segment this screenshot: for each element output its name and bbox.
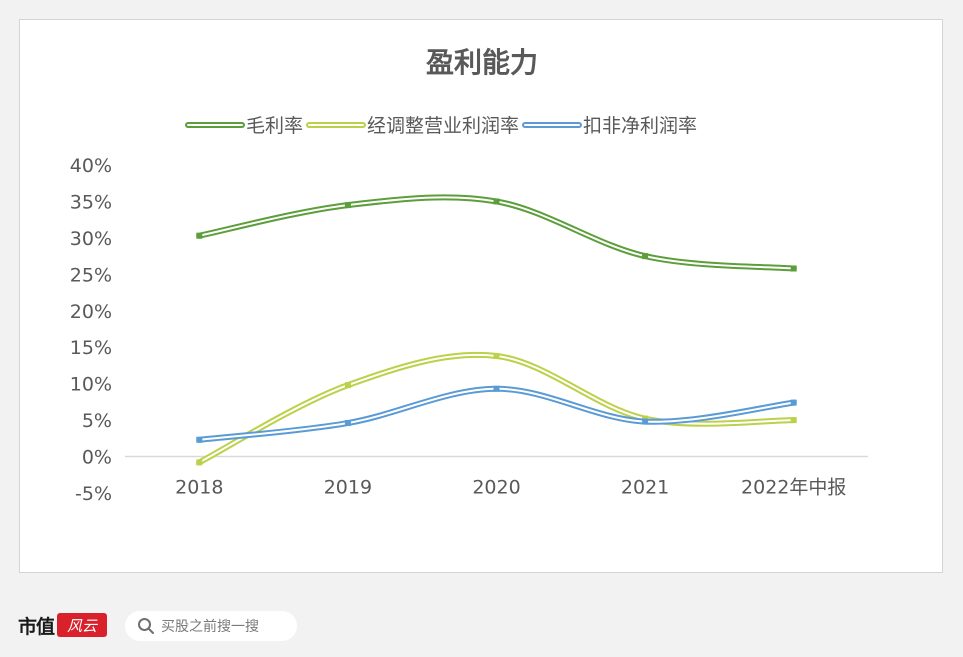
data-point — [493, 385, 500, 392]
legend-item-1: 经调整营业利润率 — [306, 115, 519, 137]
data-point — [790, 417, 797, 424]
brand-logo[interactable]: 市值 风云 — [18, 611, 108, 639]
data-point — [790, 399, 797, 406]
series-line-inner — [198, 353, 795, 464]
series-1 — [196, 351, 797, 466]
legend-label: 扣非净利润率 — [583, 115, 697, 137]
x-tick-label: 2020 — [472, 477, 520, 499]
data-point — [196, 232, 203, 239]
data-point — [642, 253, 649, 260]
y-tick-label: 20% — [70, 301, 112, 323]
data-point — [493, 198, 500, 205]
y-tick-label: 5% — [82, 410, 112, 432]
data-point — [344, 202, 351, 209]
data-point — [790, 265, 797, 272]
series-line — [196, 194, 797, 272]
legend-item-0: 毛利率 — [185, 115, 303, 137]
search-placeholder: 买股之前搜一搜 — [161, 619, 259, 635]
series-2 — [196, 385, 797, 443]
chart-title: 盈利能力 — [426, 46, 538, 79]
data-point — [344, 420, 351, 427]
y-tick-label: 0% — [82, 447, 112, 469]
brand-text: 市值 — [18, 615, 55, 638]
series-line-inner — [198, 196, 795, 270]
chart-card: 盈利能力毛利率 经调整营业利润率 扣非净利润率 40% 35% 30% 25% 20% 15% 1… — [19, 19, 943, 573]
data-point — [642, 418, 649, 425]
y-tick-label: 25% — [70, 264, 112, 286]
series-line — [196, 351, 797, 466]
y-tick-label: 10% — [70, 374, 112, 396]
y-tick-label: 35% — [70, 191, 112, 213]
x-tick-label: 2019 — [324, 477, 372, 499]
data-point — [344, 382, 351, 389]
search-box[interactable]: 买股之前搜一搜 — [125, 611, 297, 641]
y-tick-label: 30% — [70, 228, 112, 250]
brand-seal: 风云 — [57, 613, 108, 637]
series-0 — [196, 194, 797, 272]
data-point — [196, 436, 203, 443]
x-tick-label: 2022年中报 — [741, 477, 846, 499]
x-tick-label: 2018 — [175, 477, 223, 499]
search-icon — [138, 618, 154, 634]
y-tick-label: 15% — [70, 337, 112, 359]
x-tick-label: 2021 — [621, 477, 669, 499]
legend-label: 毛利率 — [246, 115, 303, 137]
data-point — [196, 459, 203, 466]
y-tick-label: 40% — [70, 155, 112, 177]
data-point — [493, 352, 500, 359]
legend-label: 经调整营业利润率 — [367, 115, 519, 137]
y-tick-label: -5% — [75, 483, 112, 505]
footer-bar: 市值 风云 买股之前搜一搜 — [0, 590, 963, 657]
legend-item-2: 扣非净利润率 — [522, 115, 697, 137]
